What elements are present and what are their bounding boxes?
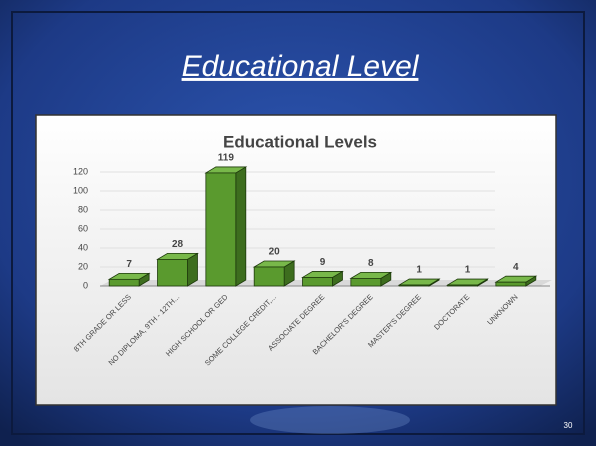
slide-title: Educational Level <box>182 50 420 83</box>
y-tick-label: 80 <box>78 204 88 214</box>
data-label: 1 <box>465 265 471 276</box>
y-tick-label: 20 <box>78 261 88 271</box>
y-tick-label: 100 <box>73 185 88 195</box>
bar <box>302 277 333 287</box>
decor <box>250 406 410 434</box>
bar <box>157 258 188 287</box>
data-label: 9 <box>320 257 326 268</box>
data-label: 28 <box>172 239 184 250</box>
chart-area <box>35 114 557 406</box>
data-label: 1 <box>416 265 422 276</box>
chart-title: Educational Levels <box>223 132 377 151</box>
y-tick-label: 40 <box>78 242 88 252</box>
data-label: 8 <box>368 258 374 269</box>
bar <box>350 277 382 287</box>
y-tick-label: 120 <box>73 166 88 176</box>
slide-border <box>11 11 585 435</box>
data-label: 20 <box>269 247 281 258</box>
data-label: 7 <box>126 259 132 270</box>
bar <box>253 266 285 287</box>
y-tick-label: 60 <box>78 223 88 233</box>
bar-side <box>235 166 247 287</box>
data-label: 119 <box>218 153 235 164</box>
bar <box>398 284 430 287</box>
bar <box>108 278 140 287</box>
page-number: 30 <box>564 421 573 430</box>
bar <box>205 172 237 287</box>
bar <box>495 281 527 287</box>
bar <box>447 284 478 287</box>
y-tick-label: 0 <box>83 280 88 290</box>
data-label: 4 <box>513 262 519 273</box>
